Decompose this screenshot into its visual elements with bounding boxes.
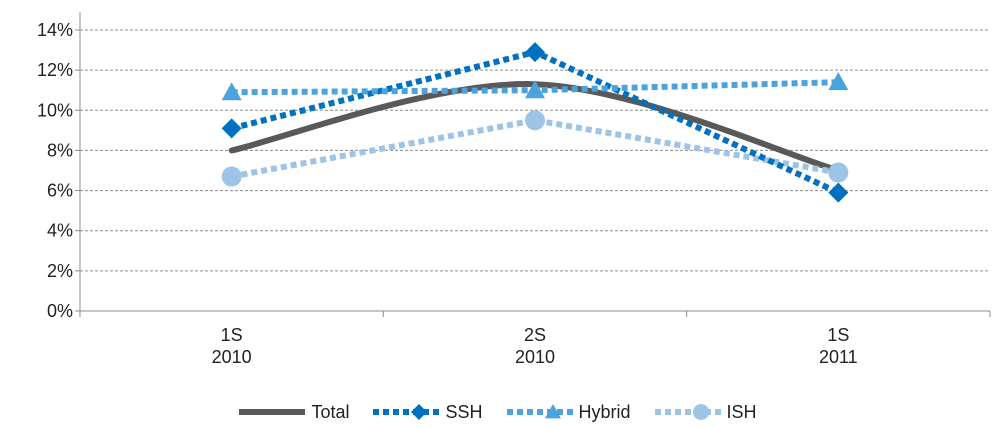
legend-item-hybrid: Hybrid — [505, 402, 631, 423]
legend-label-ssh: SSH — [445, 401, 483, 422]
legend-label-total: Total — [311, 401, 350, 422]
x-tick-label: 2S 2010 — [515, 325, 555, 367]
point-ish — [525, 110, 545, 131]
legend: Total SSH Hybrid ISH — [0, 397, 994, 427]
x-tick-label: 1S 2011 — [819, 325, 858, 367]
x-tick-label: 1S 2010 — [212, 325, 252, 367]
point-ssh — [525, 42, 545, 63]
legend-marker-ssh — [411, 404, 428, 420]
legend-swatch-ish — [654, 404, 721, 420]
series-hybrid — [221, 72, 849, 101]
legend-item-ssh: SSH — [371, 401, 483, 423]
series-ssh — [221, 42, 849, 203]
y-tick-label: 8% — [47, 140, 73, 160]
series-group — [221, 42, 849, 203]
point-hybrid — [525, 80, 545, 99]
legend-item-total: Total — [237, 402, 349, 423]
y-tick-label: 2% — [47, 261, 73, 281]
y-tick-label: 12% — [37, 60, 73, 80]
legend-item-ish: ISH — [653, 402, 757, 423]
y-tick-label: 0% — [47, 301, 73, 321]
y-tick-label: 4% — [47, 221, 73, 241]
y-tick-label: 6% — [47, 181, 73, 201]
legend-marker-hybrid — [544, 404, 561, 419]
legend-marker-ish — [692, 404, 709, 420]
point-hybrid — [828, 72, 849, 91]
point-ssh — [221, 118, 242, 139]
axes — [75, 12, 991, 317]
y-tick-labels: 0% 2% 4% 6% 8% 10% 12% 14% — [37, 20, 73, 321]
point-ssh — [828, 182, 849, 203]
legend-label-hybrid: Hybrid — [578, 401, 631, 422]
series-line-ish — [231, 117, 839, 180]
legend-swatch-ssh — [373, 404, 440, 420]
gridlines — [80, 29, 990, 272]
x-tick-labels: 1S 2010 2S 2010 1S 2011 — [212, 325, 858, 367]
point-ish — [221, 166, 242, 187]
line-chart: 0% 2% 4% 6% 8% 10% 12% 14% 1S 2010 2S 2010 1S 2011 — [37, 12, 991, 367]
legend-label-ish: ISH — [726, 401, 757, 422]
legend-swatch-hybrid — [506, 404, 573, 419]
point-ish — [828, 162, 849, 183]
y-tick-label: 14% — [37, 20, 73, 40]
point-hybrid — [221, 82, 242, 101]
y-tick-label: 10% — [37, 100, 73, 120]
legend-swatch-total — [239, 409, 306, 415]
series-ish — [221, 110, 849, 187]
